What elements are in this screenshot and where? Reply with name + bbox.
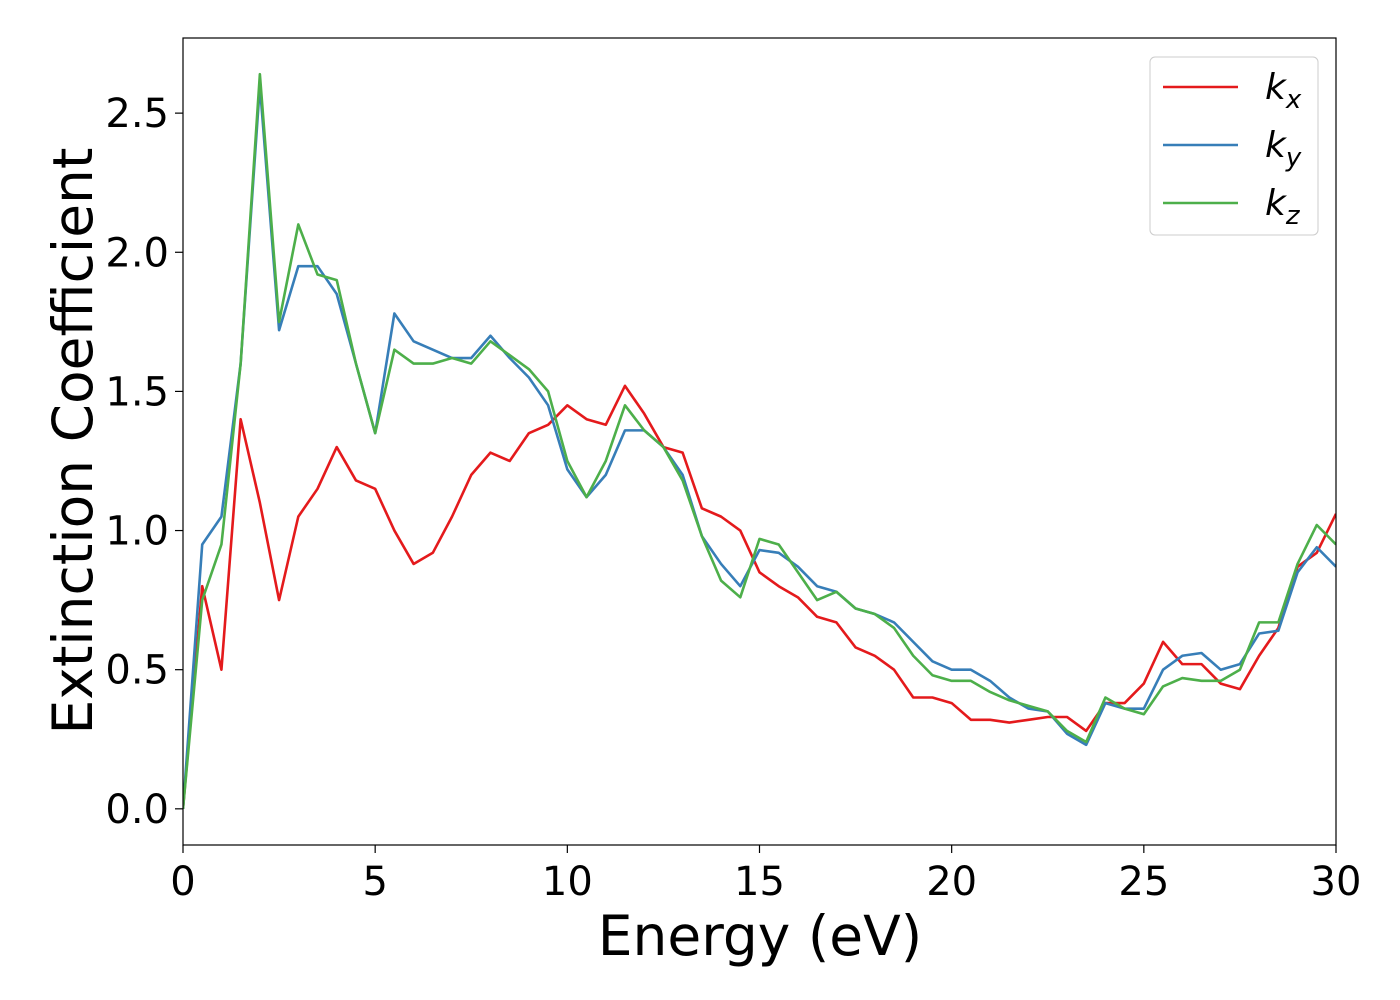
data-line [183, 72, 1336, 809]
x-axis-label: Energy (eV) [598, 904, 922, 968]
x-tick-label: 25 [1118, 859, 1169, 905]
plot-frame [182, 37, 1337, 846]
x-tick-label: 20 [926, 859, 977, 905]
y-tick-label: 0.0 [105, 787, 169, 833]
y-tick-label: 2.0 [105, 230, 169, 276]
x-tick-label: 10 [542, 859, 593, 905]
data-line [183, 384, 1336, 809]
y-tick-label: 2.5 [105, 91, 169, 137]
y-tick-label: 1.5 [105, 369, 169, 415]
x-tick-label: 30 [1311, 859, 1362, 905]
x-tick-label: 0 [170, 859, 195, 905]
y-tick-label: 0.5 [105, 648, 169, 694]
x-tick-label: 15 [734, 859, 785, 905]
y-tick-label: 1.0 [105, 509, 169, 555]
x-tick-label: 5 [362, 859, 387, 905]
y-axis-label: Extinction Coefficient [41, 148, 105, 735]
plot-lines [183, 72, 1336, 809]
